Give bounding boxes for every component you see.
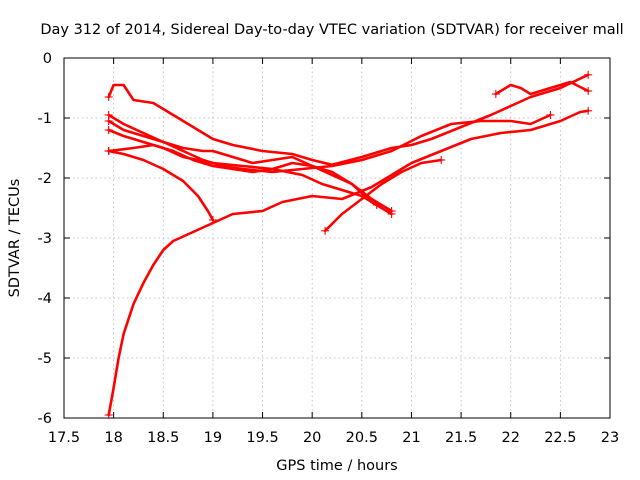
x-tick-label: 19: [204, 430, 222, 446]
plus-marker: [437, 156, 446, 164]
x-tick-label: 17.5: [48, 430, 80, 446]
plus-marker: [584, 70, 593, 79]
x-tick-label: 22: [502, 430, 520, 446]
plus-marker: [321, 226, 330, 235]
series-line: [107, 149, 215, 222]
plus-marker: [491, 90, 500, 98]
x-tick-label: 21.5: [445, 430, 477, 446]
plus-marker: [104, 147, 113, 155]
series-trace-1: [104, 70, 593, 167]
series-line: [107, 73, 590, 167]
series-trace-4: [104, 126, 381, 209]
plus-marker: [104, 117, 113, 125]
x-tick-label: 20.5: [346, 430, 378, 446]
x-axis-label: GPS time / hours: [276, 458, 397, 474]
plus-marker: [387, 210, 396, 218]
series-trace-7: [104, 106, 593, 419]
tick-labels: 17.5 18 18.5 19 19.5 20 20.5 21 21.5 22 22.5 23 0 -1 -…: [38, 51, 620, 446]
plus-marker: [104, 126, 113, 134]
x-tick-label: 19.5: [246, 430, 278, 446]
x-tick-label: 21: [402, 430, 420, 446]
plus-marker: [546, 111, 555, 119]
series-line: [107, 143, 393, 216]
y-tick-label: -3: [38, 231, 52, 247]
y-tick-label: -1: [38, 111, 52, 127]
plus-marker: [104, 93, 113, 101]
series-trace-2: [104, 111, 555, 174]
plus-marker: [104, 411, 113, 419]
plus-marker: [584, 106, 593, 115]
x-tick-label: 22.5: [544, 430, 576, 446]
y-tick-label: -2: [38, 171, 52, 187]
x-tick-label: 23: [601, 430, 619, 446]
x-tick-label: 18: [104, 430, 122, 446]
data-series: [104, 70, 593, 419]
x-tick-label: 18.5: [147, 430, 179, 446]
x-tick-label: 20: [303, 430, 321, 446]
y-tick-label: 0: [43, 51, 52, 67]
series-line: [107, 109, 590, 417]
plus-marker: [584, 87, 593, 95]
series-trace-8: [321, 156, 446, 235]
y-tick-label: -6: [38, 411, 52, 427]
series-line: [494, 80, 590, 96]
series-trace-9: [491, 80, 593, 98]
series-line: [323, 158, 443, 233]
y-axis-label: SDTVAR / TECUs: [7, 179, 23, 298]
chart-title: Day 312 of 2014, Sidereal Day-to-day VTE…: [40, 22, 623, 38]
y-tick-label: -5: [38, 351, 52, 367]
grid-lines: [64, 58, 610, 418]
y-tick-label: -4: [38, 291, 52, 307]
series-line: [107, 128, 378, 207]
tick-marks: [63, 57, 611, 419]
